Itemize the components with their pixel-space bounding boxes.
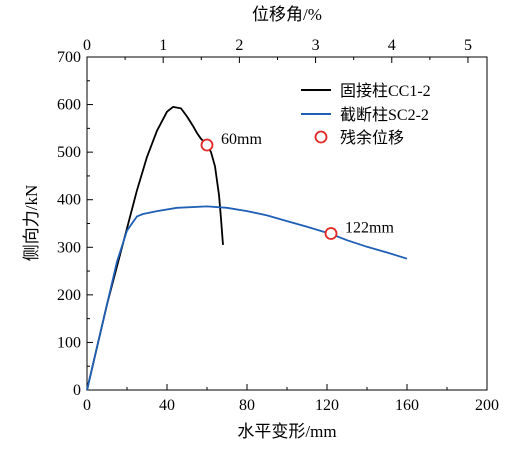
- x2-tick-label: 3: [312, 37, 320, 54]
- y-tick-label: 300: [57, 239, 81, 256]
- legend: 固接柱CC1-2 截断柱SC2-2 残余位移: [301, 82, 431, 147]
- x-tick-label: 200: [475, 397, 499, 414]
- y-axis-title: 侧向力/kN: [22, 185, 41, 262]
- residual-label-1: 122mm: [345, 219, 394, 236]
- x2-tick-label: 0: [83, 37, 91, 54]
- x2-tick-label: 5: [464, 37, 472, 54]
- x-tick-label: 0: [83, 397, 91, 414]
- legend-marker-residual: [314, 130, 328, 144]
- y-tick-label: 500: [57, 144, 81, 161]
- x-tick-label: 40: [159, 397, 175, 414]
- y-tick-label: 700: [57, 49, 81, 66]
- residual-label-0: 60mm: [221, 131, 262, 148]
- y-tick-label: 600: [57, 97, 81, 114]
- x2-tick-label: 2: [235, 37, 243, 54]
- x2-tick-label: 1: [159, 37, 167, 54]
- x2-tick-label: 4: [388, 37, 396, 54]
- series: [86, 106, 408, 391]
- legend-label-sc2-2: 截断柱SC2-2: [340, 106, 429, 124]
- y-tick-label: 0: [73, 382, 81, 399]
- residual-markers: 60mm 122mm: [200, 131, 394, 240]
- y-tick-label: 400: [57, 192, 81, 209]
- series-line-1: [86, 205, 408, 391]
- x-tick-label: 80: [239, 397, 255, 414]
- x-tick-label: 160: [395, 397, 419, 414]
- legend-label-cc1-2: 固接柱CC1-2: [340, 82, 431, 100]
- residual-marker-0: [200, 138, 214, 152]
- residual-marker-1: [324, 227, 338, 240]
- x2-axis-title: 位移角/%: [252, 5, 322, 24]
- y-tick-label: 100: [57, 334, 81, 351]
- x-tick-label: 120: [315, 397, 339, 414]
- legend-label-residual: 残余位移: [340, 128, 404, 147]
- y-tick-label: 200: [57, 287, 81, 304]
- x-axis-title: 水平变形/mm: [237, 422, 336, 441]
